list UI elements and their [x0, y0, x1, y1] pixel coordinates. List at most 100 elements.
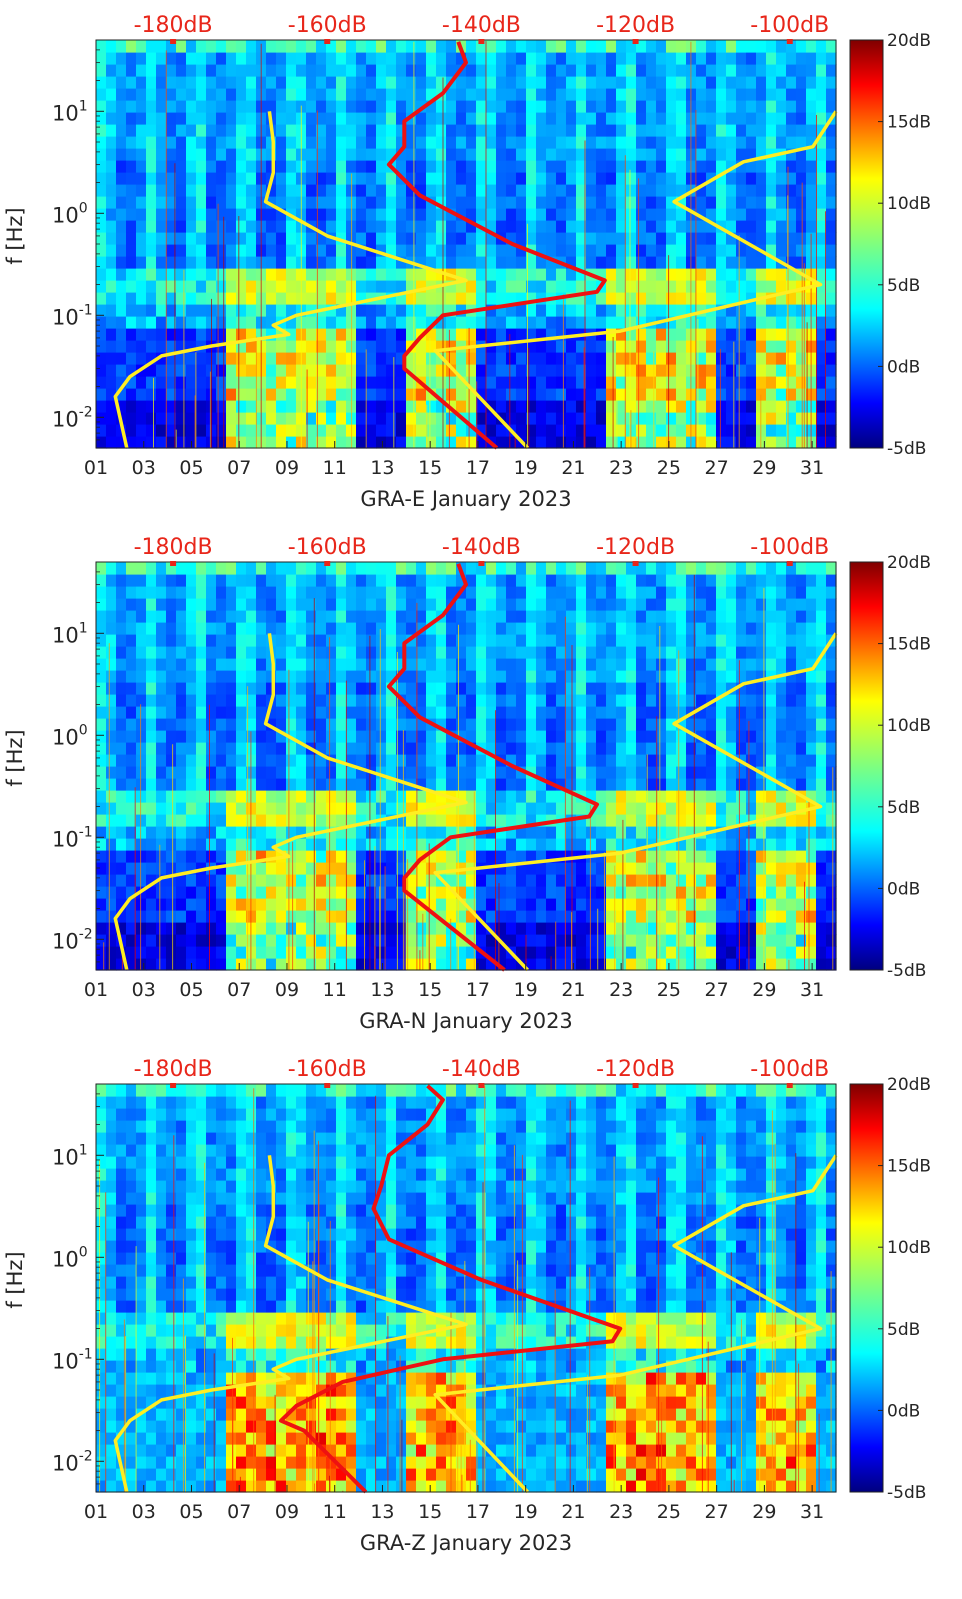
heatmap-cell: [146, 886, 157, 899]
heatmap-cell: [126, 694, 137, 707]
heatmap-cell: [96, 730, 107, 743]
heatmap-cell: [356, 148, 367, 161]
heatmap-cell: [706, 742, 717, 755]
heatmap-cell: [636, 718, 647, 731]
heatmap-cell: [606, 742, 617, 755]
heatmap-cell: [456, 196, 467, 209]
heatmap-cell: [336, 268, 347, 281]
heatmap-cell: [606, 52, 617, 65]
heatmap-cell: [646, 634, 657, 647]
heatmap-cell: [606, 148, 617, 161]
heatmap-cell: [276, 670, 287, 683]
heatmap-cell: [116, 742, 127, 755]
heatmap-cell: [806, 76, 817, 89]
heatmap-cell: [666, 64, 677, 77]
heatmap-cell: [426, 172, 437, 185]
heatmap-cell: [506, 352, 517, 365]
heatmap-cell: [216, 634, 227, 647]
heatmap-cell: [596, 718, 607, 731]
heatmap-cell: [116, 610, 127, 623]
heatmap-cell: [646, 922, 657, 935]
heatmap-cell: [276, 802, 287, 815]
heatmap-cell: [426, 910, 437, 923]
heatmap-cell: [276, 766, 287, 779]
heatmap-cell: [166, 208, 177, 221]
heatmap-cell: [446, 172, 457, 185]
heatmap-cell: [386, 910, 397, 923]
heatmap-cell: [276, 220, 287, 233]
heatmap-cell: [516, 778, 527, 791]
heatmap-cell: [136, 256, 147, 269]
heatmap-cell: [506, 436, 517, 449]
heatmap-cell: [646, 196, 657, 209]
heatmap-cell: [326, 646, 337, 659]
heatmap-cell: [406, 400, 417, 413]
heatmap-cell: [436, 898, 447, 911]
heatmap-cell: [526, 52, 537, 65]
heatmap-cell: [716, 76, 727, 89]
heatmap-cell: [506, 76, 517, 89]
heatmap-cell: [346, 958, 357, 971]
heatmap-cell: [486, 574, 497, 587]
heatmap-cell: [576, 172, 587, 185]
heatmap-cell: [126, 562, 137, 575]
heatmap-cell: [606, 634, 617, 647]
x-tick-label: 05: [179, 457, 203, 479]
heatmap-cell: [456, 184, 467, 197]
heatmap-cell: [456, 718, 467, 731]
heatmap-cell: [136, 694, 147, 707]
heatmap-cell: [706, 898, 717, 911]
heatmap-cell: [576, 76, 587, 89]
heatmap-cell: [136, 670, 147, 683]
heatmap-cell: [756, 574, 767, 587]
heatmap-cell: [746, 160, 757, 173]
top-db-tick: [478, 39, 485, 44]
heatmap-cell: [186, 316, 197, 329]
heatmap-cell: [436, 220, 447, 233]
heatmap-cell: [526, 400, 537, 413]
heatmap-cell: [646, 598, 657, 611]
heatmap-cell: [156, 574, 167, 587]
heatmap-cell: [196, 412, 207, 425]
heatmap-cell: [126, 388, 137, 401]
heatmap-cell: [476, 412, 487, 425]
heatmap-cell: [466, 220, 477, 233]
heatmap-cell: [326, 574, 337, 587]
heatmap-cell: [506, 694, 517, 707]
heatmap-cell: [276, 790, 287, 803]
heatmap-cell: [106, 658, 117, 671]
heatmap-cell: [396, 754, 407, 767]
heatmap-cell: [216, 40, 227, 53]
heatmap-cell: [506, 670, 517, 683]
heatmap-cell: [406, 838, 417, 851]
heatmap-cell: [796, 184, 807, 197]
heatmap-cell: [256, 790, 267, 803]
heatmap-cell: [816, 172, 827, 185]
heatmap-cell: [336, 670, 347, 683]
heatmap-cell: [146, 280, 157, 293]
heatmap-cell: [556, 136, 567, 149]
heatmap-cell: [636, 304, 647, 317]
heatmap-cell: [376, 694, 387, 707]
heatmap-cell: [456, 802, 467, 815]
heatmap-cell: [446, 352, 457, 365]
heatmap-cell: [726, 802, 737, 815]
heatmap-cell: [636, 742, 647, 755]
heatmap-cell: [326, 610, 337, 623]
heatmap-cell: [536, 622, 547, 635]
heatmap-cell: [656, 436, 667, 449]
heatmap-cell: [136, 52, 147, 65]
heatmap-cell: [746, 184, 757, 197]
heatmap-cell: [756, 316, 767, 329]
heatmap-cell: [346, 790, 357, 803]
heatmap-cell: [596, 826, 607, 839]
heatmap-cell: [316, 184, 327, 197]
heatmap-cell: [816, 124, 827, 137]
heatmap-cell: [766, 586, 777, 599]
heatmap-cell: [656, 598, 667, 611]
heatmap-cell: [206, 670, 217, 683]
heatmap-cell: [636, 682, 647, 695]
heatmap-cell: [486, 790, 497, 803]
heatmap-cell: [626, 376, 637, 389]
heatmap-cell: [266, 196, 277, 209]
